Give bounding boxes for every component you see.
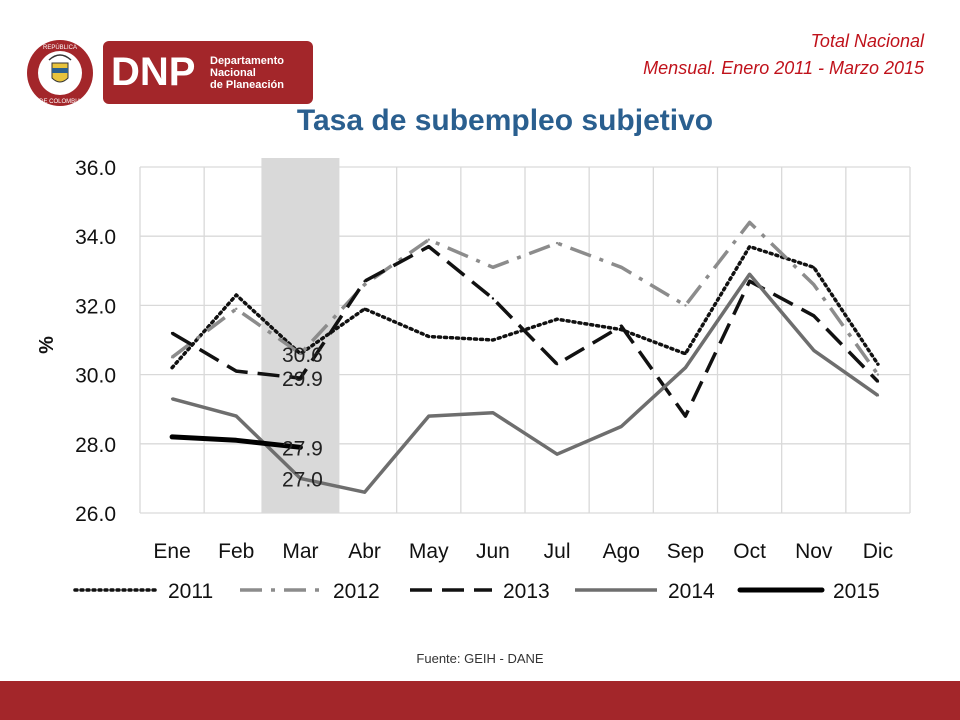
data-point-2012 xyxy=(235,307,238,311)
footer-bar xyxy=(0,681,960,720)
data-point-2013 xyxy=(235,369,238,373)
series-line-2012 xyxy=(171,220,880,376)
series-line-2014 xyxy=(171,272,879,494)
data-point-2013 xyxy=(427,245,430,248)
data-label: 27.9 xyxy=(282,437,323,460)
x-tick-label: Jul xyxy=(544,540,571,563)
data-point-2012 xyxy=(170,356,174,359)
data-point-2014 xyxy=(620,425,623,428)
x-tick-label: Dic xyxy=(863,540,893,563)
data-point-2014 xyxy=(170,397,174,401)
x-tick-label: Oct xyxy=(733,540,766,563)
coat-of-arms-seal-icon: REPÚBLICA DE COLOMBIA xyxy=(27,40,93,106)
data-point-2014 xyxy=(235,414,238,418)
x-tick-label: Mar xyxy=(282,540,318,563)
chart-title: Tasa de subempleo subjetivo xyxy=(296,104,714,137)
data-point-2014 xyxy=(876,394,880,397)
legend-label: 2012 xyxy=(333,580,380,603)
dnp-name-line-2: Nacional xyxy=(210,67,256,79)
data-point-2013 xyxy=(812,314,815,317)
data-label: 27.0 xyxy=(282,468,323,491)
data-point-2012 xyxy=(812,283,815,286)
x-tick-label: May xyxy=(409,540,449,563)
data-point-2011 xyxy=(812,266,815,269)
data-point-2013 xyxy=(876,380,880,383)
header-subtitle: Total Nacional Mensual. Enero 2011 - Mar… xyxy=(643,28,924,82)
data-point-2014 xyxy=(491,411,495,414)
dnp-acronym: DNP xyxy=(111,50,196,94)
data-point-2013 xyxy=(555,363,559,366)
data-point-2011 xyxy=(555,318,559,321)
seal-bottom-text: DE COLOMBIA xyxy=(39,99,81,105)
x-tick-label: Ene xyxy=(153,540,190,563)
dnp-logo-box xyxy=(103,41,313,104)
data-point-2012 xyxy=(620,266,623,269)
data-point-2012 xyxy=(299,352,302,356)
data-point-2011 xyxy=(170,366,174,369)
y-tick-label: 32.0 xyxy=(75,295,116,318)
y-tick-label: 30.0 xyxy=(75,365,116,388)
legend-label: 2014 xyxy=(668,580,715,603)
data-label: 29.9 xyxy=(282,368,323,391)
legend-label: 2015 xyxy=(833,580,880,603)
data-point-2011 xyxy=(876,363,880,366)
data-point-2013 xyxy=(491,297,495,300)
data-point-2013 xyxy=(299,376,302,380)
x-tick-label: Feb xyxy=(218,540,254,563)
y-tick-label: 34.0 xyxy=(75,226,116,249)
data-label: 30.6 xyxy=(282,344,323,367)
x-tick-label: Jun xyxy=(476,540,510,563)
data-point-2014 xyxy=(748,273,751,276)
data-point-2013 xyxy=(170,331,174,335)
data-point-2011 xyxy=(684,352,687,356)
data-point-2012 xyxy=(684,304,687,307)
x-tick-label: Abr xyxy=(348,540,381,563)
source-note: Fuente: GEIH - DANE xyxy=(416,651,544,666)
subtitle-line-2: Mensual. Enero 2011 - Marzo 2015 xyxy=(643,58,924,78)
dnp-name: Departamento Nacional de Planeación xyxy=(210,55,310,91)
data-point-2011 xyxy=(748,245,751,248)
seal-top-text: REPÚBLICA xyxy=(43,44,77,51)
data-point-2014 xyxy=(363,491,366,494)
data-point-2014 xyxy=(684,366,687,369)
legend-label: 2013 xyxy=(503,580,550,603)
dnp-name-line-1: Departamento xyxy=(210,55,284,67)
data-point-2014 xyxy=(555,452,559,456)
data-point-2014 xyxy=(299,477,302,480)
y-tick-label: 28.0 xyxy=(75,434,116,457)
data-point-2013 xyxy=(748,279,751,283)
y-tick-label: 26.0 xyxy=(75,503,116,526)
data-point-2012 xyxy=(876,373,880,376)
data-point-2014 xyxy=(427,414,430,418)
data-point-2011 xyxy=(427,335,430,338)
subtitle-line-1: Total Nacional xyxy=(810,31,924,51)
line-chart: 26.0 28.0 30.0 32.0 34.0 36.0 Ene Feb Mar Abr May J… xyxy=(36,157,911,603)
data-point-2011 xyxy=(491,338,495,342)
data-point-2013 xyxy=(363,279,366,283)
data-point-2012 xyxy=(491,266,495,269)
series-line-2011 xyxy=(170,244,880,370)
data-point-2015 xyxy=(170,435,174,439)
data-point-2015 xyxy=(299,446,302,449)
data-point-2014 xyxy=(812,349,815,352)
y-tick-label: 36.0 xyxy=(75,157,116,180)
legend-label: 2011 xyxy=(168,580,213,603)
data-point-2012 xyxy=(427,238,430,241)
data-point-2015 xyxy=(235,439,238,442)
data-point-2011 xyxy=(235,293,238,297)
x-tick-label: Sep xyxy=(667,540,704,563)
data-point-2013 xyxy=(620,324,623,328)
data-point-2011 xyxy=(363,307,366,311)
data-point-2013 xyxy=(684,414,687,418)
dnp-logo: REPÚBLICA DE COLOMBIA DNP Departamento N… xyxy=(25,38,313,108)
y-axis-label: % xyxy=(36,336,58,354)
data-point-2012 xyxy=(748,221,751,224)
data-point-2012 xyxy=(555,241,559,245)
x-tick-label: Nov xyxy=(795,540,833,563)
x-tick-label: Ago xyxy=(603,540,640,563)
dnp-name-line-3: de Planeación xyxy=(210,79,284,91)
data-point-2012 xyxy=(363,283,366,286)
